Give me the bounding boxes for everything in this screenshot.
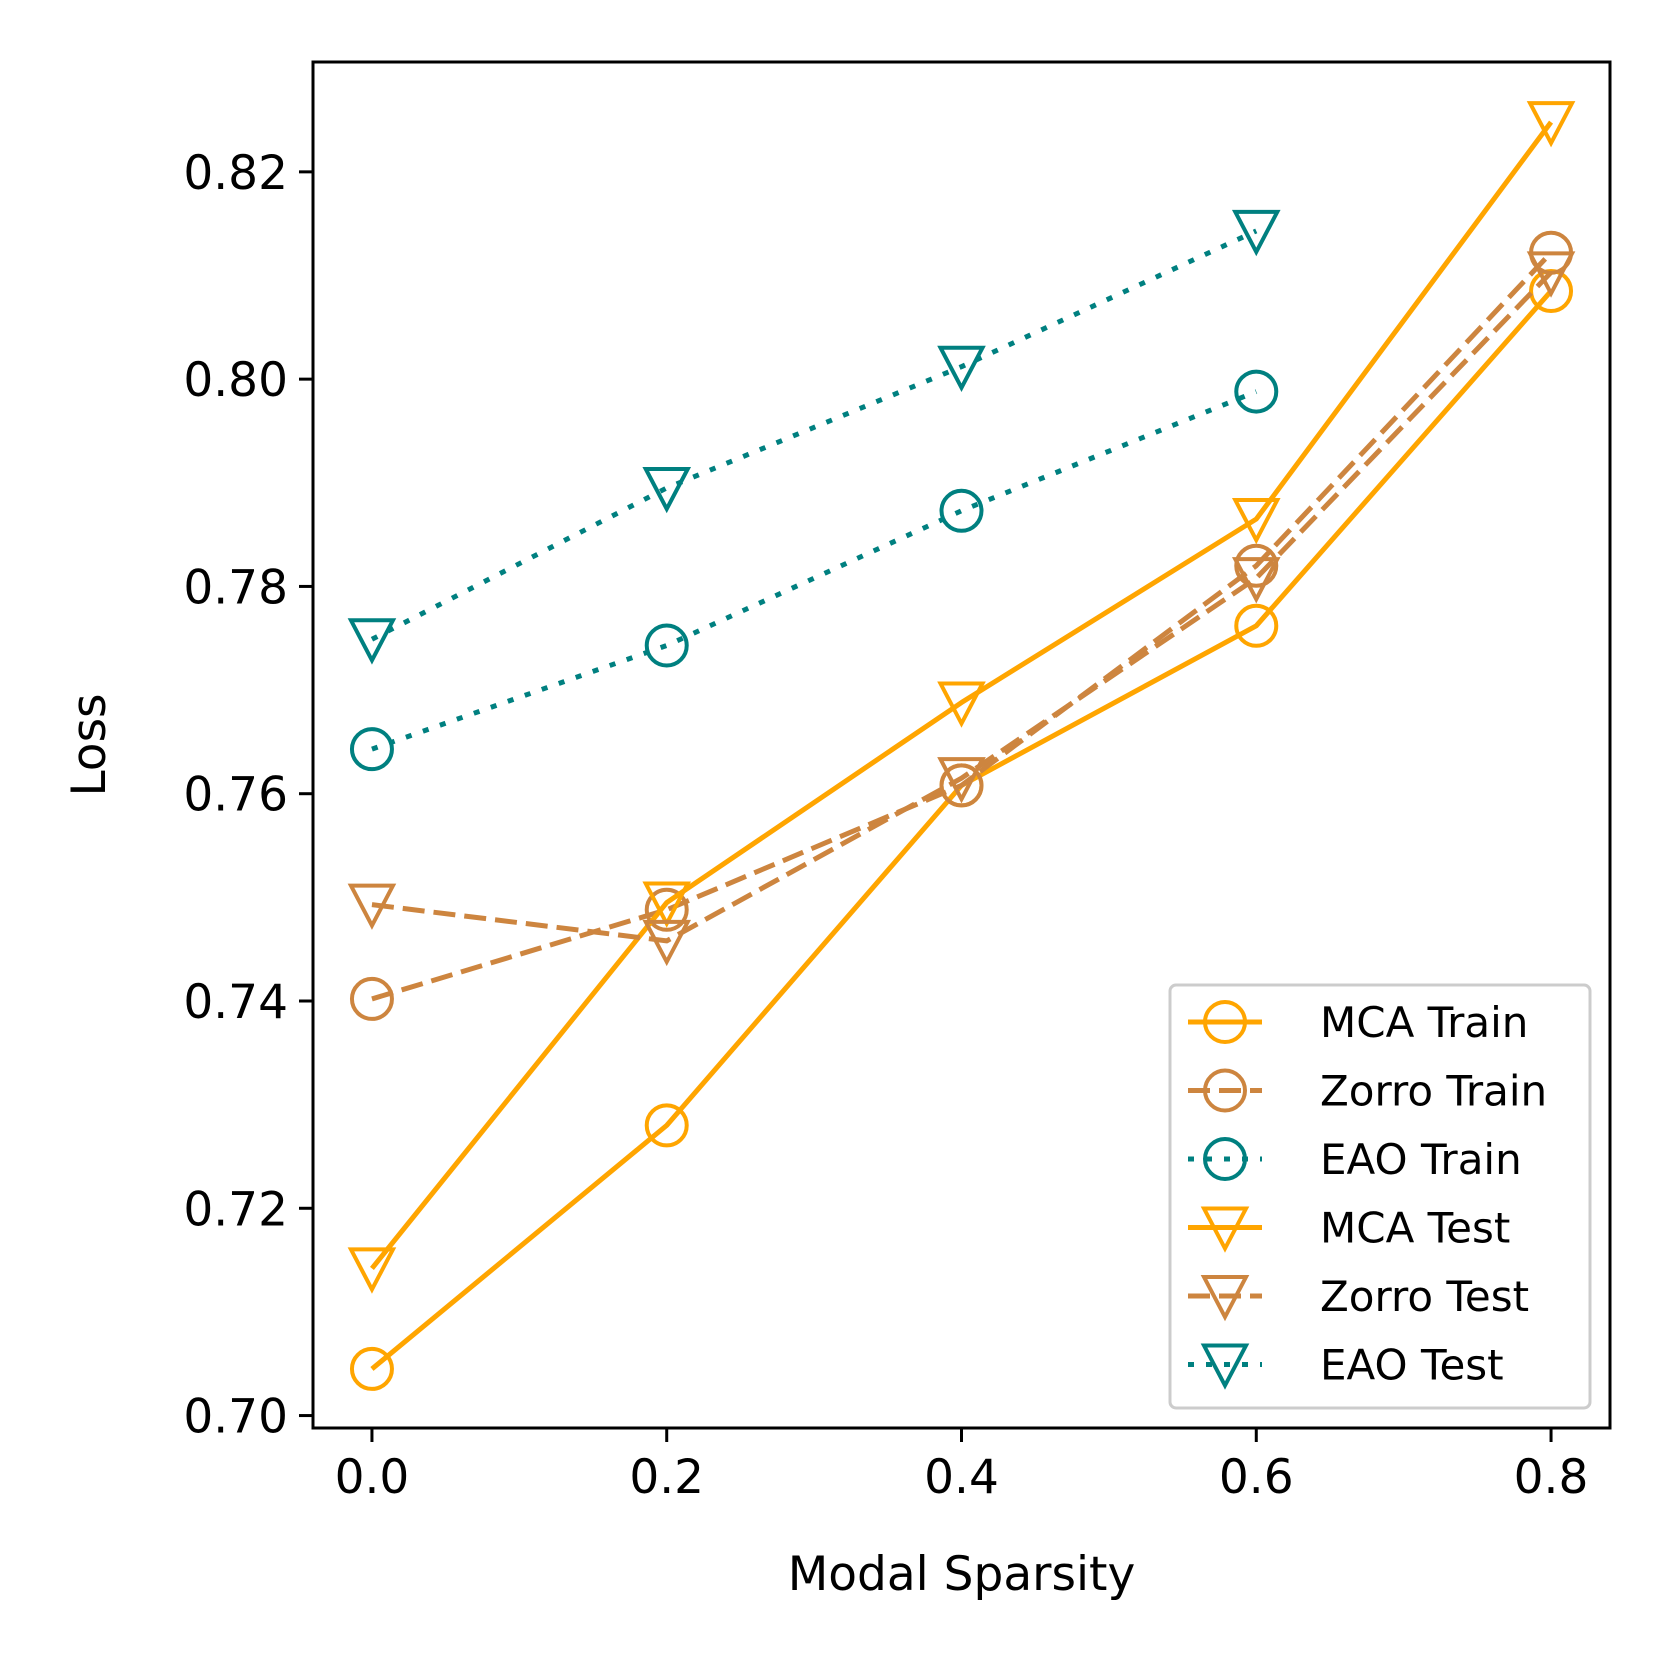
legend-entry-zorro-test: Zorro Test [1188,1272,1529,1322]
x-tick-label: 0.4 [924,1450,999,1505]
legend-label: EAO Train [1320,1135,1522,1184]
y-tick-label: 0.74 [183,975,288,1030]
data-point-zorro-test-3 [1231,557,1281,604]
x-tick-label: 0.0 [335,1450,410,1505]
x-tick-label: 0.8 [1514,1450,1589,1505]
data-point-eao-train-1 [644,623,689,668]
legend-box [1168,983,1592,1410]
legend-label: MCA Test [1320,1204,1510,1253]
legend-entry-mca-train: MCA Train [1188,998,1528,1047]
data-point-eao-train-0 [349,727,394,772]
series-line-zorro-train [371,250,1553,1002]
series-zorro-train [349,230,1574,1021]
data-point-zorro-train-1 [644,887,689,932]
data-point-zorro-test-2 [937,757,986,804]
legend-marker [1203,1137,1247,1181]
data-point-eao-test-3 [1231,209,1281,257]
series-eao-train [349,369,1279,772]
legend-entry-eao-train: EAO Train [1188,1135,1522,1184]
data-point-zorro-test-1 [642,919,692,967]
data-point-mca-train-0 [349,1346,394,1391]
legend-entry-zorro-train: Zorro Train [1188,1067,1547,1116]
data-point-mca-test-4 [1526,101,1576,148]
data-point-eao-test-0 [347,618,397,665]
data-point-zorro-train-3 [1234,543,1279,588]
y-tick-label: 0.72 [183,1182,288,1237]
data-point-mca-test-3 [1231,498,1281,545]
legend-marker [1200,1275,1250,1322]
legend-marker [1200,1206,1250,1253]
data-point-mca-train-1 [644,1103,689,1148]
legend-entry-mca-test: MCA Test [1188,1204,1510,1253]
y-tick-label: 0.82 [183,146,288,201]
legend: MCA Train Zorro Train EAO Train MCA Test Zor… [1168,983,1592,1410]
legend-marker [1203,1068,1247,1113]
data-point-zorro-train-0 [349,976,394,1021]
data-point-mca-test-0 [347,1247,397,1294]
x-tick-label: 0.2 [629,1450,704,1505]
legend-label: Zorro Train [1320,1067,1547,1116]
series-eao-test [347,209,1281,665]
y-tick-label: 0.70 [183,1390,288,1445]
series-zorro-test [347,251,1576,967]
data-point-zorro-test-4 [1526,251,1576,298]
series-line-eao-train [371,389,1258,752]
plot-area [347,101,1576,1391]
data-point-zorro-train-2 [939,763,984,808]
data-point-mca-train-3 [1234,603,1279,648]
legend-entry-eao-test: EAO Test [1188,1341,1504,1390]
y-axis-label: Loss [62,693,117,796]
series-mca-test [347,101,1576,1294]
data-point-mca-test-2 [937,681,986,728]
x-axis-label: Modal Sparsity [788,1547,1136,1602]
series-line-zorro-test [371,270,1553,944]
legend-marker [1203,1000,1247,1044]
y-tick-label: 0.80 [183,353,288,408]
data-point-eao-test-2 [937,345,986,393]
y-tick-label: 0.76 [183,768,288,823]
data-point-mca-test-1 [642,881,692,928]
series-line-mca-test [370,120,1554,1270]
legend-marker [1200,1343,1250,1390]
data-point-zorro-test-0 [347,883,397,930]
data-point-eao-test-1 [642,466,692,514]
legend-label: EAO Test [1320,1341,1504,1390]
data-point-eao-train-2 [939,488,984,533]
legend-label: Zorro Test [1320,1272,1529,1321]
axes: 0.0 0.2 0.4 0.6 0.8 0.70 0.72 0.74 0.76 0.78 0.80 0… [183,60,1612,1505]
series-line-eao-test [370,228,1258,642]
data-point-eao-train-3 [1234,369,1279,414]
legend-label: MCA Train [1320,998,1528,1047]
x-tick-label: 0.6 [1219,1450,1294,1505]
y-tick-label: 0.78 [183,560,288,615]
